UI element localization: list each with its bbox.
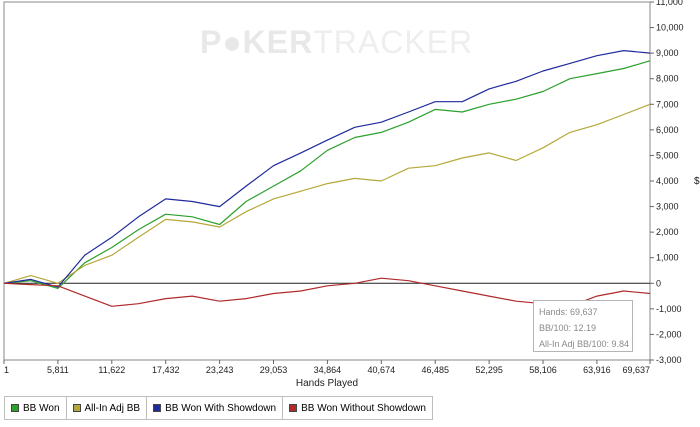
legend-swatch [289, 404, 298, 412]
legend-label: BB Won Without Showdown [301, 402, 426, 414]
y-tick-label: 10,000 [656, 23, 684, 33]
legend-item-all-in-adj-bb[interactable]: All-In Adj BB [67, 397, 148, 419]
x-tick-label: 58,106 [529, 365, 557, 375]
y-tick-label: 1,000 [656, 253, 679, 263]
x-tick-label: 5,811 [47, 365, 69, 375]
legend-item-bb-won[interactable]: BB Won [5, 397, 67, 419]
chart-tooltip: Hands: 69,637 BB/100: 12.19 All-In Adj B… [533, 300, 633, 352]
pokertracker-watermark-logo: P●KERTRACKER [200, 24, 474, 60]
legend-swatch [153, 404, 162, 412]
legend-label: BB Won [23, 402, 60, 414]
x-tick-label: 11,622 [98, 365, 125, 375]
tooltip-allin-bb100: All-In Adj BB/100: 9.84 [539, 339, 630, 349]
legend-item-bb-won-without-showdown[interactable]: BB Won Without Showdown [283, 397, 432, 419]
x-tick-label: 23,243 [206, 365, 234, 375]
y-tick-label: 2,000 [656, 227, 679, 237]
y-tick-label: 5,000 [656, 150, 679, 160]
y-tick-label: 11,000 [656, 0, 683, 7]
y-axis-label: $ [694, 176, 700, 187]
x-tick-label: 63,916 [583, 365, 611, 375]
series-line-bb-won [3, 60, 651, 289]
chart-legend: BB Won All-In Adj BB BB Won With Showdow… [4, 396, 433, 420]
x-tick-label: 40,674 [368, 365, 396, 375]
y-tick-label: -2,000 [656, 329, 682, 339]
y-tick-label: 4,000 [656, 176, 679, 186]
x-tick-label: 1 [4, 365, 9, 375]
y-tick-label: -3,000 [656, 355, 682, 365]
y-tick-label: 3,000 [656, 202, 679, 212]
series-line-all-in-adj-bb [3, 103, 651, 284]
x-tick-label: 46,485 [421, 365, 449, 375]
tooltip-bb100: BB/100: 12.19 [539, 323, 597, 333]
x-tick-label: 34,864 [314, 365, 342, 375]
legend-item-bb-won-with-showdown[interactable]: BB Won With Showdown [147, 397, 284, 419]
y-tick-label: 9,000 [656, 48, 679, 58]
y-tick-label: 6,000 [656, 125, 679, 135]
y-tick-label: 7,000 [656, 99, 679, 109]
x-tick-label: 29,053 [260, 365, 288, 375]
series-line-bb-won-with-showdown [3, 49, 651, 288]
legend-label: BB Won With Showdown [165, 402, 277, 414]
y-tick-label: -1,000 [656, 304, 682, 314]
y-tick-label: 8,000 [656, 74, 679, 84]
x-axis-label: Hands Played [296, 378, 358, 389]
x-tick-label: 17,432 [152, 365, 180, 375]
legend-swatch [11, 404, 19, 412]
legend-label: All-In Adj BB [84, 402, 141, 414]
y-tick-label: 0 [656, 278, 661, 288]
tooltip-hands: Hands: 69,637 [539, 307, 598, 317]
legend-swatch [72, 404, 81, 412]
x-tick-label: 52,295 [475, 365, 503, 375]
x-tick-label: 69,637 [622, 365, 650, 375]
